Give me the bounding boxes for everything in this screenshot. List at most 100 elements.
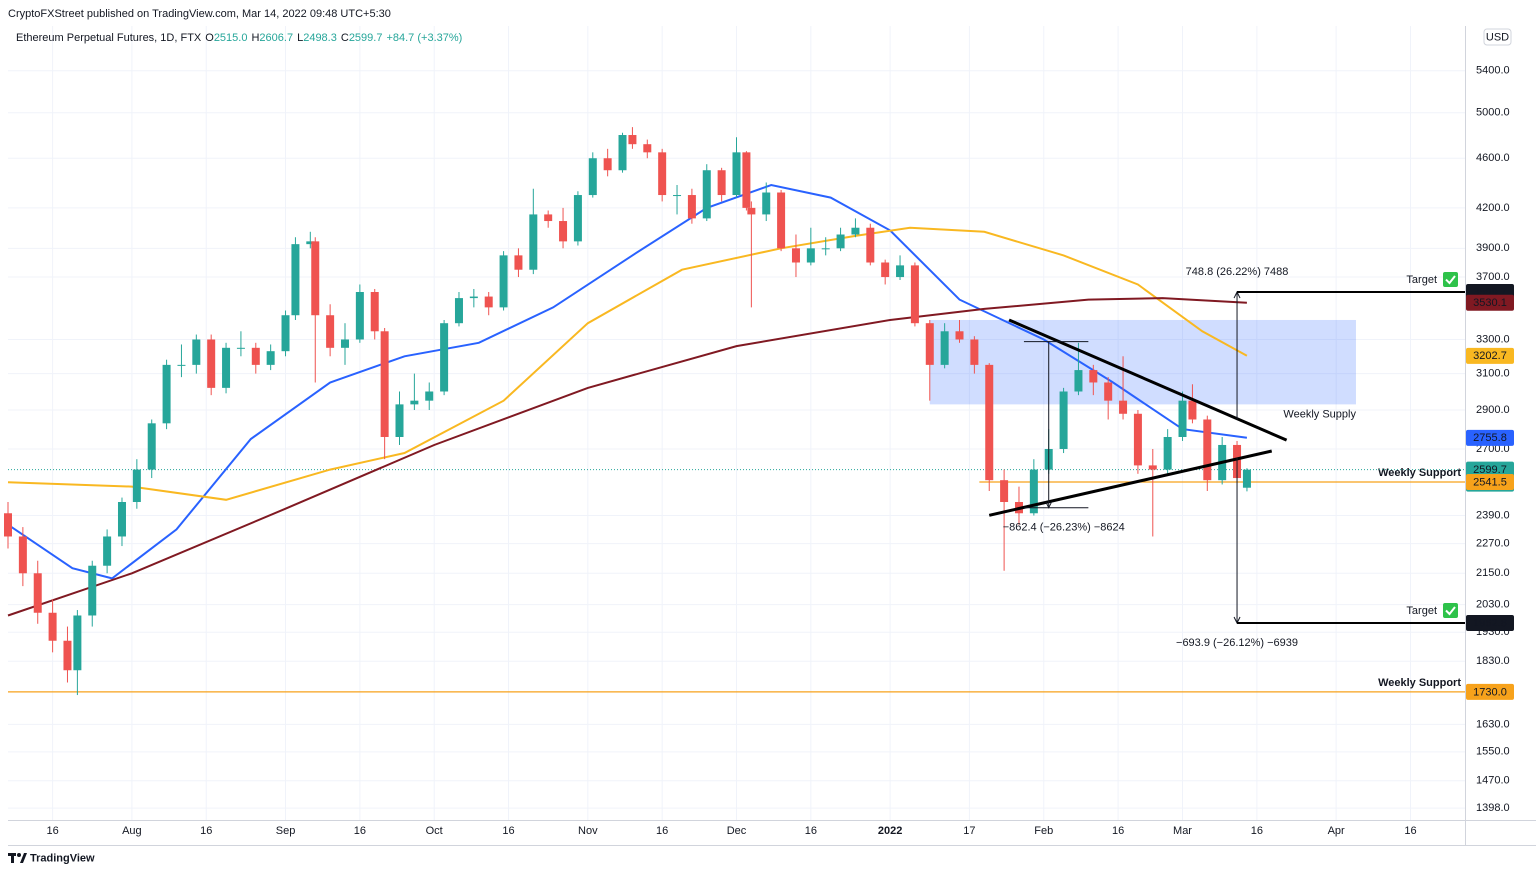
candle-body	[955, 331, 964, 340]
axes: 5400.0 5000.0 4600.0 4200.0 3900.0 3700.0 3300…	[46, 65, 1514, 837]
price-badge	[1466, 294, 1514, 311]
candle-body	[717, 170, 726, 196]
support-label: Weekly Support	[1378, 467, 1461, 479]
ohlc-value: 2515.0	[214, 32, 248, 44]
x-tick-label: Sep	[276, 825, 296, 837]
trendline	[988, 449, 1273, 517]
candle-body	[747, 207, 756, 215]
target-check-box	[1443, 602, 1458, 618]
y-tick-label: 2390.0	[1476, 509, 1510, 521]
candle-body	[1203, 419, 1212, 481]
candle-body	[643, 144, 652, 153]
plot-area: Weekly Supply Weekly Support Weekly Suppor…	[4, 127, 1465, 696]
y-tick-label: 3700.0	[1476, 271, 1510, 283]
x-tick-label: Feb	[1034, 825, 1053, 837]
candle-body	[1242, 469, 1251, 488]
candle-body	[866, 227, 875, 263]
candle-body	[940, 331, 949, 365]
x-tick-label: Oct	[426, 825, 443, 837]
candle-body	[1059, 391, 1068, 449]
y-tick-label: 2900.0	[1476, 404, 1510, 416]
target-label: Target	[1406, 274, 1437, 286]
x-tick-label: 16	[1251, 825, 1263, 837]
moving-average	[7, 183, 1248, 580]
candle-body	[742, 152, 751, 208]
x-tick-label: 16	[502, 825, 514, 837]
y-tick-label: 4600.0	[1476, 152, 1510, 164]
y-tick-label: 5000.0	[1476, 107, 1510, 119]
candle-body	[588, 158, 597, 196]
candle-body	[821, 248, 830, 250]
supply-zone	[929, 319, 1356, 405]
price-badge-label: 2599.7	[1473, 464, 1507, 476]
candle-body	[970, 339, 979, 365]
candle-body	[306, 241, 315, 245]
candle-body	[18, 536, 27, 574]
x-tick-label: Dec	[727, 825, 747, 837]
candle-body	[573, 195, 582, 242]
candle-body	[1104, 382, 1113, 401]
price-badge-label: 1730.0	[1473, 686, 1507, 698]
target-check-box	[1443, 272, 1458, 288]
price-badge-label: 2755.8	[1473, 432, 1507, 444]
y-tick-label: 3100.0	[1476, 368, 1510, 380]
candle-body	[311, 241, 320, 316]
support-label: Weekly Support	[1378, 677, 1461, 689]
candle-body	[544, 214, 553, 222]
candle-body	[1089, 370, 1098, 383]
candle-body	[103, 536, 112, 566]
x-tick-label: 16	[805, 825, 817, 837]
candle-body	[281, 315, 290, 352]
x-tick-label: 16	[656, 825, 668, 837]
candle-body	[702, 170, 711, 219]
price-badge	[1466, 473, 1514, 490]
x-tick-label: Apr	[1328, 825, 1345, 837]
candle-body	[326, 315, 335, 348]
candle-body	[1000, 480, 1009, 503]
trendline	[1008, 318, 1288, 442]
candle-body	[88, 565, 97, 616]
candle-body	[687, 195, 696, 219]
currency-box	[1483, 28, 1512, 46]
y-tick-label: 5400.0	[1476, 65, 1510, 77]
publisher-text: CryptoFXStreet published on TradingView.…	[8, 8, 391, 20]
moving-average	[7, 297, 1247, 617]
x-tick-label: Aug	[122, 825, 142, 837]
symbol-name: Ethereum Perpetual Futures, 1D, FTX	[16, 32, 202, 44]
ohlc-key: H	[251, 32, 259, 44]
candle-body	[1148, 465, 1157, 470]
candle-body	[207, 339, 216, 388]
y-tick-label: 1470.0	[1476, 775, 1510, 787]
candle-body	[851, 227, 860, 235]
ohlc-value: 2498.3	[303, 32, 337, 44]
candle-body	[559, 221, 568, 242]
x-tick-label: 16	[200, 825, 212, 837]
x-tick-label: 16	[1404, 825, 1416, 837]
candle-body	[806, 248, 815, 263]
x-tick-label: 2022	[878, 825, 902, 837]
candle-body	[499, 255, 508, 308]
candle-body	[236, 347, 245, 349]
candle-body	[603, 158, 612, 171]
measure-arrow	[1233, 616, 1241, 625]
candle-body	[340, 339, 349, 348]
candle-body	[147, 423, 156, 470]
candle-body	[910, 265, 919, 324]
candle-body	[440, 323, 449, 392]
y-tick-label: 2030.0	[1476, 599, 1510, 611]
y-tick-label: 2270.0	[1476, 538, 1510, 550]
price-badge	[1466, 614, 1514, 631]
candle-body	[410, 400, 419, 405]
candle-body	[1074, 370, 1083, 392]
candle-body	[370, 292, 379, 332]
grid	[8, 26, 1465, 820]
candle-body	[4, 513, 12, 537]
candle-body	[117, 502, 126, 537]
ohlc-key: O	[205, 32, 214, 44]
symbol-legend: Ethereum Perpetual Futures, 1D, FTX O2515…	[16, 32, 462, 44]
ohlc-value: 2606.7	[259, 32, 293, 44]
ohlc-key: L	[297, 32, 303, 44]
change-value: +84.7 (+3.37%)	[386, 32, 462, 44]
candle-body	[618, 135, 627, 171]
